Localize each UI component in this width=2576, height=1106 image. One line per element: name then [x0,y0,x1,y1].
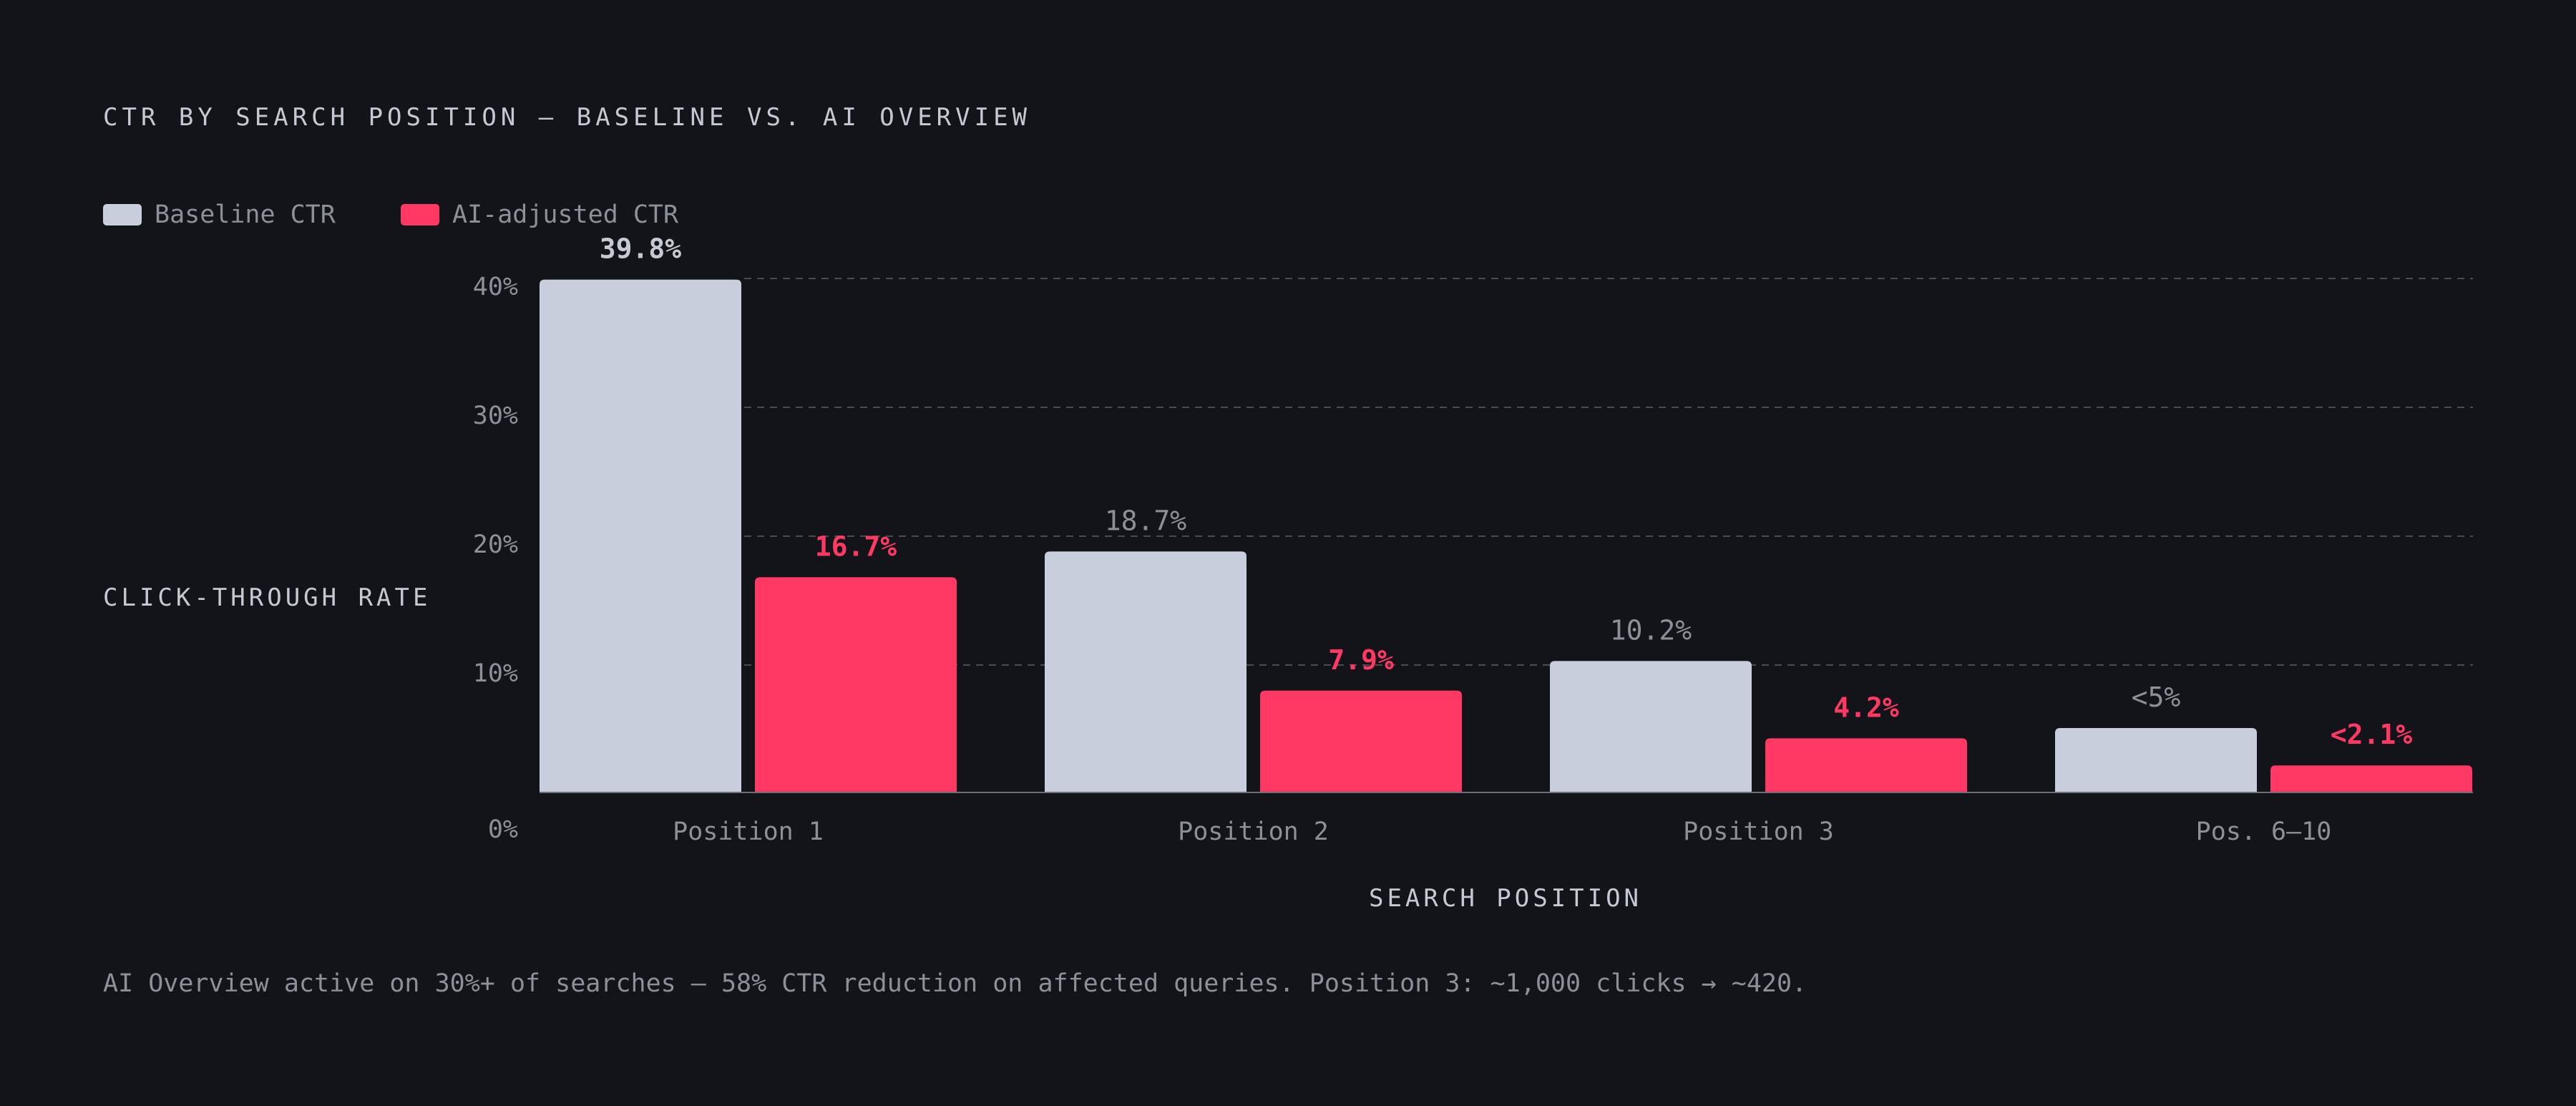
y-tick-label: 20% [473,530,518,559]
x-tick-label-pos-6-10: Pos. 6–10 [2196,818,2332,846]
legend-label-baseline: Baseline CTR [155,200,336,229]
bar-ai-adjusted-ctr-position-3 [1765,738,1967,792]
value-label-ai-adjusted-ctr-position-3: 4.2% [1833,692,1899,723]
value-label-ai-adjusted-ctr-position-1: 16.7% [815,530,897,562]
bar-baseline-ctr-position-1 [540,279,741,793]
footnote-annotation: AI Overview active on 30%+ of searches —… [103,969,1807,998]
bar-baseline-ctr-position-2 [1045,551,1246,792]
y-tick-label: 30% [473,402,518,430]
y-tick-label: 40% [473,273,518,301]
legend: Baseline CTR AI-adjusted CTR [103,200,679,229]
value-labels: 39.8% 16.7% 18.7% 7.9% 10.2% 4.2% <5% <2.1% [600,233,2413,751]
legend-swatch-baseline [103,204,142,225]
grid-lines [744,278,2473,666]
bar-ai-adjusted-ctr-position-2 [1260,690,1462,792]
y-axis-label: CLICK-THROUGH RATE [103,583,431,612]
value-label-ai-adjusted-ctr-pos-6-10: <2.1% [2331,719,2413,750]
value-label-baseline-ctr-position-2: 18.7% [1105,505,1187,536]
bar-baseline-ctr-position-3 [1550,661,1752,792]
bars [540,279,2472,793]
bar-ai-adjusted-ctr-position-1 [755,577,957,792]
y-tick-label: 0% [488,815,518,844]
y-axis-ticks: 0% 10% 20% 30% 40% [473,273,518,844]
x-tick-label-position-1: Position 1 [673,818,824,846]
x-tick-label-position-3: Position 3 [1683,818,1834,846]
value-label-baseline-ctr-pos-6-10: <5% [2132,681,2181,713]
bar-baseline-ctr-pos-6-10 [2055,728,2257,792]
legend-swatch-ai-adjusted [401,204,439,225]
x-axis-label: SEARCH POSITION [1369,884,1642,913]
value-label-baseline-ctr-position-3: 10.2% [1610,614,1692,646]
y-tick-label: 10% [473,659,518,688]
chart-title: CTR BY SEARCH POSITION — BASELINE VS. AI… [103,103,1031,132]
bar-ai-adjusted-ctr-pos-6-10 [2270,765,2472,792]
x-axis-ticks: Position 1 Position 2 Position 3 Pos. 6–10 [673,818,2331,846]
value-label-baseline-ctr-position-1: 39.8% [600,233,682,265]
legend-label-ai-adjusted: AI-adjusted CTR [452,200,679,229]
x-tick-label-position-2: Position 2 [1178,818,1329,846]
value-label-ai-adjusted-ctr-position-2: 7.9% [1328,644,1394,676]
